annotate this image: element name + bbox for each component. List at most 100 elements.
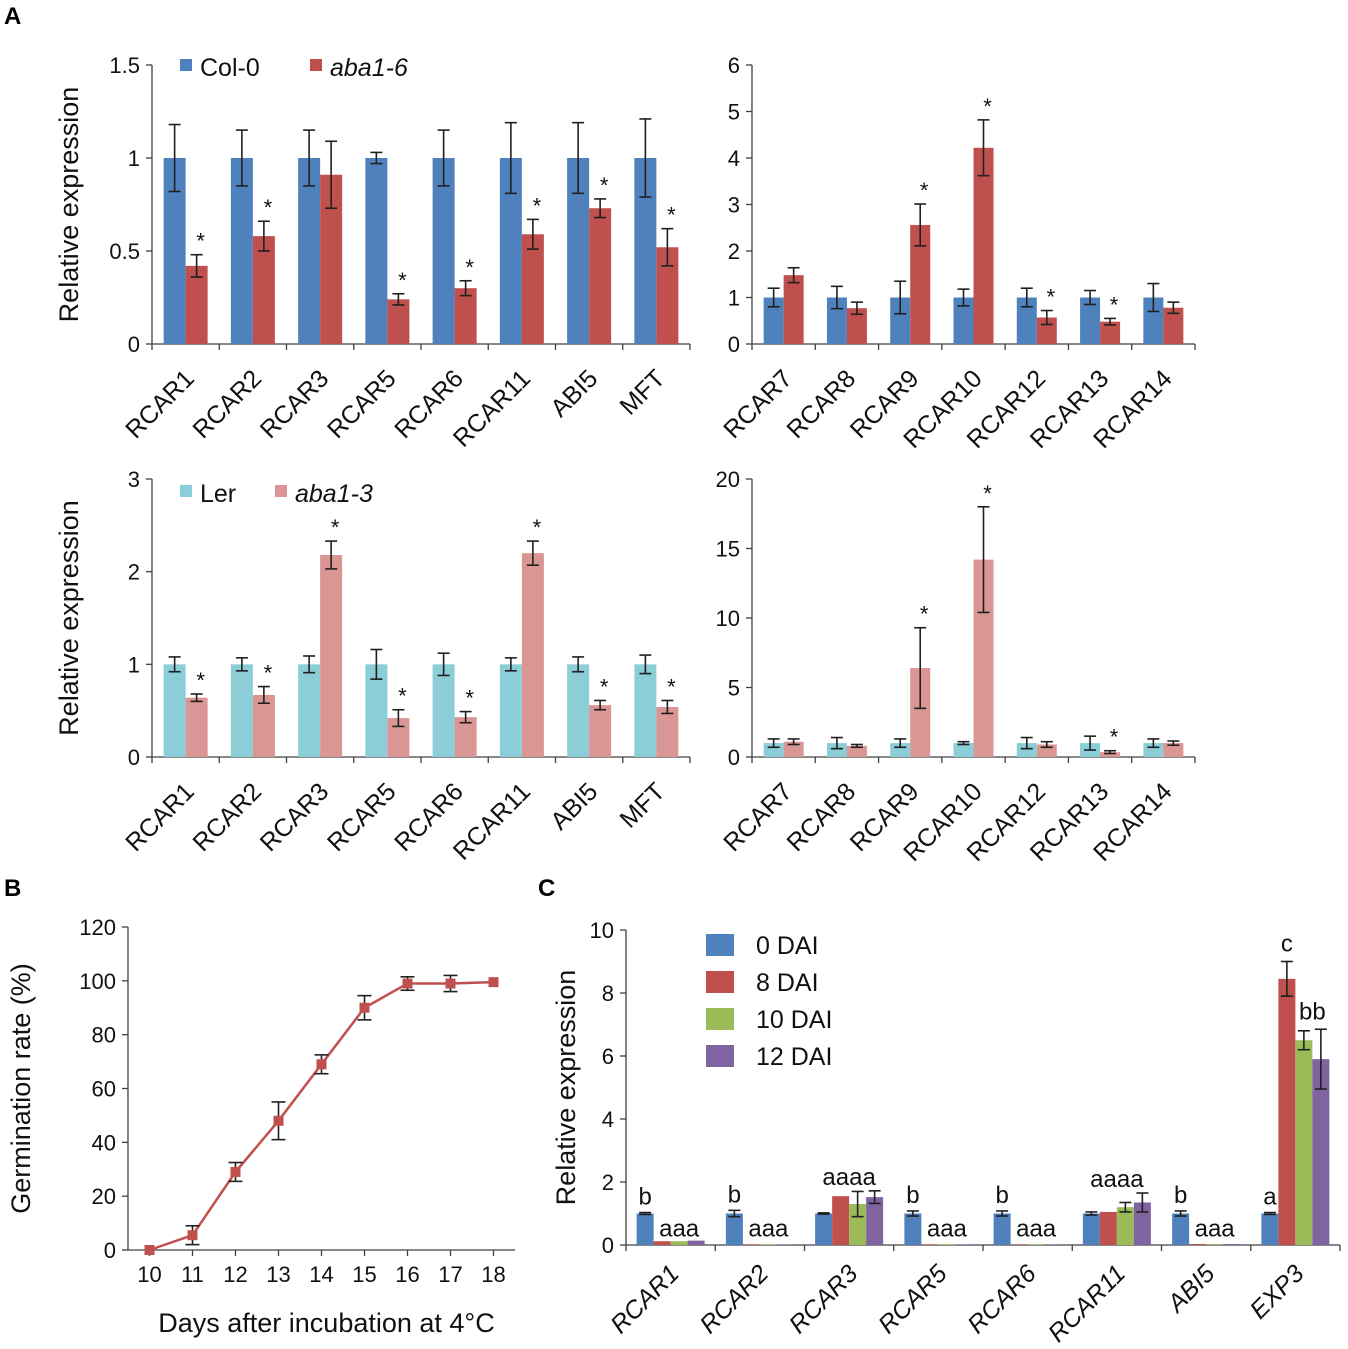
- bar-0-DAI-RCAR11: [1082, 1213, 1100, 1245]
- legend-label: aba1-6: [330, 54, 408, 82]
- bar-8-DAI-RCAR6: [1010, 1244, 1028, 1245]
- significance-letters: aaa: [1016, 1215, 1057, 1242]
- bar-Col-0-MFT: [634, 158, 657, 344]
- y-tick-label: 0: [728, 745, 740, 770]
- bar-aba1-6-RCAR14: [1163, 307, 1184, 344]
- bar-8-DAI-RCAR1: [653, 1241, 671, 1245]
- bar-12-DAI-RCAR5: [955, 1244, 973, 1245]
- significance-star: *: [1110, 292, 1119, 317]
- data-point: [445, 978, 456, 989]
- bar-Ler-RCAR5: [365, 664, 388, 757]
- significance-letter: b: [638, 1184, 651, 1211]
- bar-aba1-3-RCAR11: [521, 553, 544, 757]
- x-tick-label: 16: [395, 1262, 419, 1287]
- x-tick-label: 13: [266, 1262, 290, 1287]
- significance-star: *: [331, 515, 340, 540]
- significance-star: *: [264, 661, 273, 686]
- y-tick-label: 0: [128, 332, 140, 357]
- significance-star: *: [600, 173, 609, 198]
- significance-star: *: [1110, 725, 1119, 750]
- y-tick-label: 15: [716, 537, 740, 562]
- significance-star: *: [264, 195, 273, 220]
- bar-aba1-6-RCAR6: [454, 288, 477, 344]
- significance-star: *: [667, 674, 676, 699]
- bar-Col-0-RCAR12: [1016, 297, 1037, 344]
- significance-star: *: [196, 229, 205, 254]
- bar-Ler-RCAR2: [230, 664, 253, 757]
- significance-star: *: [533, 515, 542, 540]
- bar-Col-0-RCAR2: [230, 158, 253, 344]
- bar-Ler-RCAR8: [826, 743, 847, 757]
- bar-Ler-RCAR10: [953, 743, 974, 757]
- legend-label: 8 DAI: [756, 969, 819, 997]
- bar-Col-0-RCAR14: [1143, 297, 1164, 344]
- x-tick-label: 11: [181, 1262, 204, 1287]
- legend-label: 10 DAI: [756, 1006, 832, 1034]
- significance-letters: aaa: [927, 1215, 968, 1242]
- bar-10-DAI-RCAR2: [759, 1244, 777, 1245]
- legend-swatch: [706, 934, 734, 956]
- y-tick-label: 20: [716, 467, 740, 492]
- bar-10-DAI-ABI5: [1206, 1244, 1224, 1245]
- bar-aba1-6-MFT: [656, 247, 679, 344]
- bar-10-DAI-RCAR1: [670, 1241, 688, 1245]
- bar-Col-0-RCAR9: [890, 297, 911, 344]
- legend-label: 12 DAI: [756, 1043, 832, 1071]
- category-label: RCAR5: [873, 1259, 953, 1339]
- category-label: RCAR11: [1043, 1259, 1131, 1347]
- bar-aba1-6-RCAR3: [320, 174, 343, 344]
- significance-star: *: [465, 686, 474, 711]
- y-axis-label: Relative expression: [551, 970, 581, 1206]
- data-point: [359, 1002, 370, 1013]
- bar-10-DAI-RCAR3: [849, 1204, 867, 1245]
- legend-swatch: [706, 1008, 734, 1030]
- legend-swatch: [310, 59, 322, 71]
- y-tick-label: 6: [728, 53, 740, 78]
- bar-8-DAI-ABI5: [1189, 1244, 1207, 1245]
- y-tick-label: 10: [716, 606, 740, 631]
- y-tick-label: 80: [92, 1023, 116, 1048]
- significance-letters: aaa: [748, 1215, 789, 1242]
- bar-Col-0-RCAR11: [499, 158, 522, 344]
- bar-aba1-3-RCAR9: [910, 668, 931, 757]
- category-label: RCAR5: [322, 364, 402, 444]
- y-tick-label: 4: [602, 1107, 614, 1132]
- y-tick-label: 2: [602, 1170, 614, 1195]
- category-label: MFT: [614, 777, 670, 833]
- bar-0-DAI-RCAR5: [904, 1213, 922, 1245]
- bar-aba1-6-RCAR7: [783, 275, 804, 344]
- bar-aba1-6-RCAR2: [252, 236, 275, 344]
- legend-swatch: [180, 485, 192, 497]
- data-point: [316, 1059, 327, 1070]
- category-label: RCAR8: [781, 777, 861, 857]
- x-tick-label: 15: [352, 1262, 376, 1287]
- y-tick-label: 0: [128, 745, 140, 770]
- bar-Ler-RCAR3: [298, 664, 321, 757]
- bar-aba1-3-RCAR14: [1163, 743, 1184, 757]
- significance-star: *: [1047, 285, 1056, 310]
- legend-label: 0 DAI: [756, 932, 819, 960]
- bar-Col-0-RCAR5: [365, 158, 388, 344]
- significance-letter: b: [906, 1182, 919, 1209]
- bar-aba1-6-ABI5: [589, 208, 612, 344]
- y-tick-label: 0: [104, 1238, 116, 1263]
- significance-letters: aaa: [1195, 1215, 1236, 1242]
- data-point: [144, 1245, 155, 1255]
- y-axis-label: Relative expression: [54, 87, 84, 323]
- panel-letter-b: B: [4, 875, 21, 902]
- chart-a4-ler-vs-aba1-3-rcar: 05101520***RCAR7RCAR8RCAR9RCAR10RCAR12RC…: [716, 467, 1196, 867]
- significance-letters: aaaa: [822, 1164, 876, 1191]
- bar-Col-0-RCAR3: [298, 158, 321, 344]
- category-label: RCAR1: [120, 777, 200, 857]
- y-tick-label: 1: [728, 286, 740, 311]
- bar-Col-0-ABI5: [567, 158, 590, 344]
- significance-star: *: [667, 203, 676, 228]
- legend-swatch: [180, 59, 192, 71]
- legend-swatch: [706, 1045, 734, 1067]
- bar-aba1-3-RCAR3: [320, 554, 343, 757]
- legend-swatch: [275, 485, 287, 497]
- bar-10-DAI-RCAR11: [1116, 1207, 1134, 1245]
